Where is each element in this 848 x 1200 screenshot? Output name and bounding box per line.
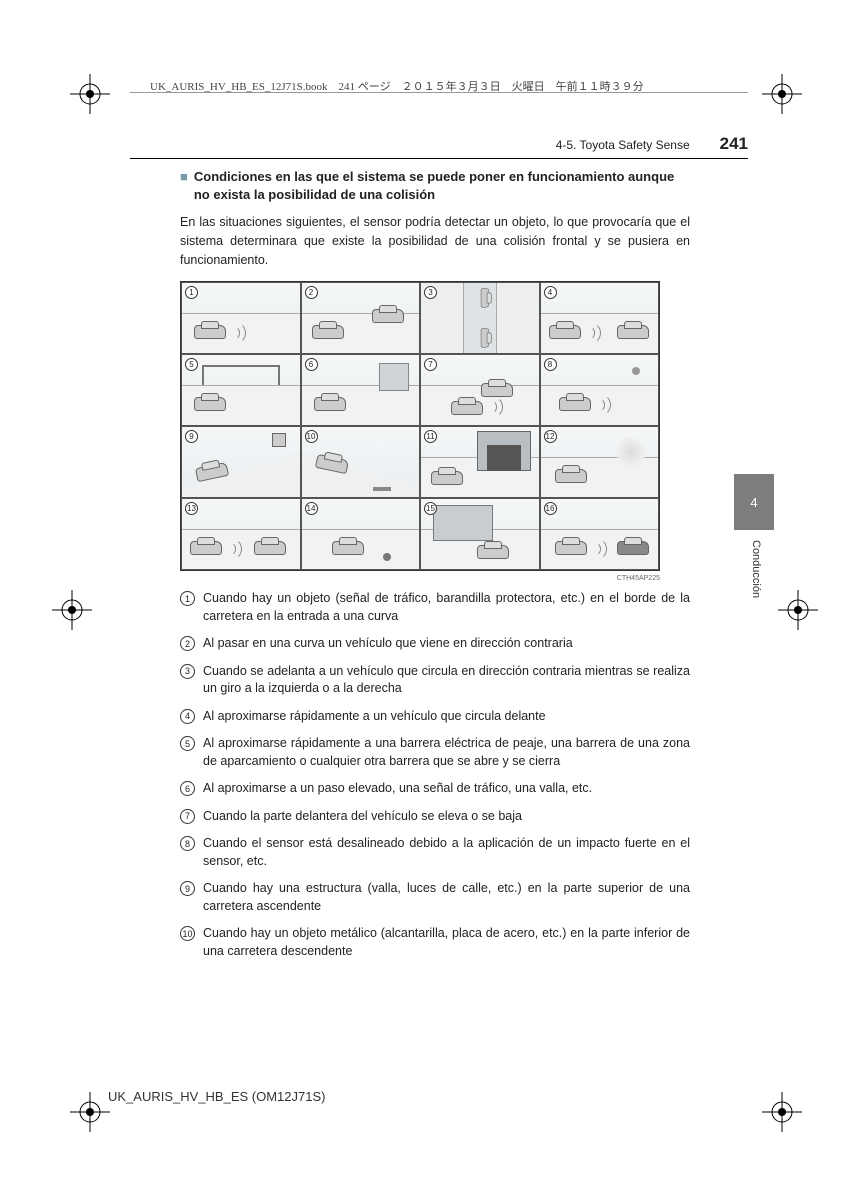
crop-mark [70,74,110,114]
diagram-cell: 11 [420,426,540,498]
list-item: 8 Cuando el sensor está desalineado debid… [180,835,690,870]
diagram-cell: 5 [181,354,301,426]
item-text: Cuando hay una estructura (valla, luces … [203,880,690,915]
diagram-cell: 8 [540,354,660,426]
list-item: 7 Cuando la parte delantera del vehículo … [180,808,690,826]
item-text: Cuando la parte delantera del vehículo s… [203,808,690,826]
crop-mark [762,74,802,114]
list-item: 3 Cuando se adelanta a un vehículo que ci… [180,663,690,698]
item-text: Cuando el sensor está desalineado debido… [203,835,690,870]
item-text: Cuando se adelanta a un vehículo que cir… [203,663,690,698]
item-text: Al pasar en una curva un vehículo que vi… [203,635,690,653]
diagram-cell: 14 [301,498,421,570]
item-text: Al aproximarse rápidamente a un vehículo… [203,708,690,726]
heading-text: Condiciones en las que el sistema se pue… [194,168,690,203]
item-number: 6 [180,781,195,796]
item-number: 1 [180,591,195,606]
list-item: 6 Al aproximarse a un paso elevado, una s… [180,780,690,798]
cell-number: 10 [305,430,318,443]
diagram-cell: 10 [301,426,421,498]
item-text: Cuando hay un objeto metálico (alcantari… [203,925,690,960]
list-item: 10 Cuando hay un objeto metálico (alcanta… [180,925,690,960]
chapter-tab: 4 [734,474,774,530]
diagram-cell: 16 [540,498,660,570]
heading: ■ Condiciones en las que el sistema se p… [180,168,690,203]
cell-number: 11 [424,430,437,443]
diagram-cell: 3 [420,282,540,354]
cell-number: 8 [544,358,557,371]
cell-number: 7 [424,358,437,371]
item-number: 7 [180,809,195,824]
item-number: 2 [180,636,195,651]
list-item: 4 Al aproximarse rápidamente a un vehícul… [180,708,690,726]
header-meta: UK_AURIS_HV_HB_ES_12J71S.book 241 ページ ２０… [150,78,644,94]
crop-mark [52,590,92,630]
list-item: 5 Al aproximarse rápidamente a una barrer… [180,735,690,770]
item-text: Al aproximarse a un paso elevado, una se… [203,780,690,798]
cell-number: 13 [185,502,198,515]
diagram-cell: 12 [540,426,660,498]
chapter-tab-label: Conducción [750,540,762,598]
diagram-cell: 13 [181,498,301,570]
bullet-square-icon: ■ [180,169,188,203]
cell-number: 14 [305,502,318,515]
item-number: 5 [180,736,195,751]
item-text: Cuando hay un objeto (señal de tráfico, … [203,590,690,625]
item-number: 10 [180,926,195,941]
item-number: 3 [180,664,195,679]
crop-mark [762,1092,802,1132]
diagram-cell: 9 [181,426,301,498]
item-number: 9 [180,881,195,896]
cell-number: 5 [185,358,198,371]
section-label: 4-5. Toyota Safety Sense [556,138,690,152]
page-header: 4-5. Toyota Safety Sense 241 [130,134,748,159]
chapter-tab-number: 4 [750,495,757,510]
list-item: 9 Cuando hay una estructura (valla, luces… [180,880,690,915]
list-item: 2 Al pasar en una curva un vehículo que v… [180,635,690,653]
diagram-cell: 7 [420,354,540,426]
crop-mark [70,1092,110,1132]
content: ■ Condiciones en las que el sistema se p… [180,168,690,970]
diagram-cell: 6 [301,354,421,426]
cell-number: 9 [185,430,198,443]
intro-paragraph: En las situaciones siguientes, el sensor… [180,213,690,269]
item-number: 4 [180,709,195,724]
list-item: 1 Cuando hay un objeto (señal de tráfico,… [180,590,690,625]
cell-number: 4 [544,286,557,299]
diagram-code: CTH45AP225 [180,575,660,582]
cell-number: 2 [305,286,318,299]
diagram-cell: 1 [181,282,301,354]
item-number: 8 [180,836,195,851]
item-list: 1 Cuando hay un objeto (señal de tráfico,… [180,590,690,960]
cell-number: 6 [305,358,318,371]
cell-number: 16 [544,502,557,515]
cell-number: 12 [544,430,557,443]
crop-mark [778,590,818,630]
footer-code: UK_AURIS_HV_HB_ES (OM12J71S) [108,1089,325,1104]
diagram-grid: 1 2 3 4 5 6 7 8 9 10 11 12 13 14 15 16 [180,281,660,571]
diagram-cell: 15 [420,498,540,570]
item-text: Al aproximarse rápidamente a una barrera… [203,735,690,770]
diagram-cell: 4 [540,282,660,354]
diagram-cell: 2 [301,282,421,354]
cell-number: 1 [185,286,198,299]
page-number: 241 [720,134,748,154]
